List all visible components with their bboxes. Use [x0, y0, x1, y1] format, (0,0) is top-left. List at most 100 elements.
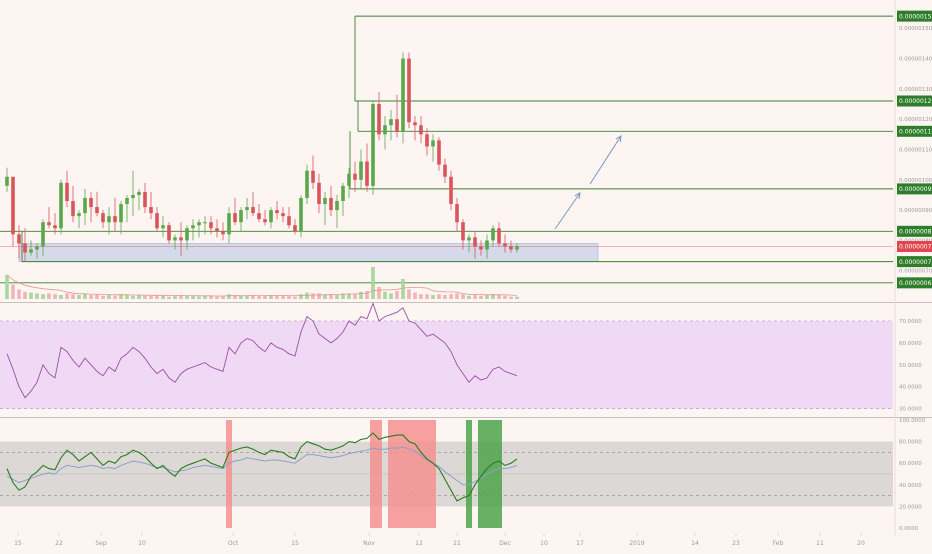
volume-bar [233, 295, 237, 299]
volume-bar [497, 295, 501, 299]
rsi-tick-label: 70.0000 [899, 319, 922, 325]
candle-body [71, 201, 75, 217]
candle-body [155, 213, 159, 229]
rsi-tick-label: 50.0000 [899, 363, 922, 369]
candle-body [149, 207, 153, 214]
volume-bar [65, 293, 69, 299]
volume-bar [359, 291, 363, 299]
volume-bar [371, 267, 375, 299]
volume-bar [461, 294, 465, 299]
osc-tick-label: 80.0000 [899, 440, 922, 446]
candle-body [221, 231, 225, 235]
candle-body [431, 140, 435, 147]
candle-body [491, 228, 495, 241]
volume-bar [347, 293, 351, 299]
volume-bar [287, 295, 291, 299]
volume-bar [251, 295, 255, 299]
candle-body [389, 119, 393, 126]
projection-arrow [554, 192, 581, 230]
candle-body [35, 246, 39, 250]
candle-body [215, 228, 219, 232]
time-tick-label: Feb [773, 540, 784, 547]
candle-body [323, 197, 327, 205]
candle-body [107, 216, 111, 223]
volume-bar [383, 291, 387, 299]
volume-bar [365, 291, 369, 299]
price-tag-label: 0.00000073 [899, 259, 932, 266]
volume-bar [341, 293, 345, 299]
candle-body [341, 185, 345, 202]
volume-bar [59, 295, 63, 299]
osc-tick-label: 0.0000 [899, 526, 919, 532]
time-tick-label: 22 [55, 540, 63, 547]
candle-body [263, 219, 267, 223]
candle-body [29, 249, 33, 253]
volume-bar [5, 275, 9, 299]
time-tick-label: Oct [228, 540, 239, 547]
rsi-band [0, 320, 893, 409]
volume-bar [431, 295, 435, 299]
volume-bar [41, 294, 45, 299]
candle-body [359, 161, 363, 180]
rsi-tick-label: 30.0000 [899, 407, 922, 413]
candle-body [275, 210, 279, 214]
candle-body [245, 207, 249, 211]
osc-tick-label: 60.0000 [899, 461, 922, 467]
candle-body [371, 104, 375, 186]
time-tick-label: 15 [14, 540, 22, 547]
candle-body [161, 225, 165, 229]
volume-bar [377, 287, 381, 299]
volume-bar [35, 293, 39, 299]
candle-body [497, 228, 501, 244]
candle-body [503, 243, 507, 247]
volume-bar [239, 295, 243, 299]
volume-bar [311, 293, 315, 299]
volume-bar [335, 295, 339, 299]
candle-body [95, 207, 99, 214]
candle-body [437, 140, 441, 165]
osc-tick-label: 40.0000 [899, 483, 922, 489]
candle-body [413, 122, 417, 126]
volume-bar [479, 295, 483, 299]
candle-body [461, 222, 465, 241]
candle-body [443, 164, 447, 177]
candle-body [515, 246, 519, 250]
price-tick-label: 0.00000130 [899, 87, 932, 93]
volume-bar [179, 295, 183, 299]
volume-bar [449, 294, 453, 299]
volume-bar [515, 296, 519, 299]
time-tick-label: 20 [857, 540, 865, 547]
volume-bar [113, 295, 117, 299]
candle-body [179, 237, 183, 241]
volume-bar [71, 294, 75, 299]
candle-body [23, 243, 27, 253]
candle-body [47, 222, 51, 226]
price-tick-label: 0.00000070 [899, 269, 932, 275]
projection-arrowhead [615, 135, 622, 143]
volume-bar [419, 294, 423, 299]
volume-bar [89, 295, 93, 299]
candle-body [227, 213, 231, 235]
candle-body [473, 237, 477, 247]
volume-bar [161, 295, 165, 299]
price-tick-label: 0.00000140 [899, 57, 932, 63]
volume-bar [317, 293, 321, 299]
candle-body [395, 119, 399, 132]
volume-bar [275, 295, 279, 299]
volume-bar [305, 292, 309, 299]
time-tick-label: 10 [138, 540, 146, 547]
candle-body [407, 58, 411, 123]
volume-bar [29, 292, 33, 299]
volume-bar [125, 295, 129, 299]
volume-bar [263, 295, 267, 299]
candle-body [419, 125, 423, 135]
volume-bar [425, 294, 429, 299]
candle-body [353, 173, 357, 180]
rsi-line [6, 302, 518, 399]
volume-bar [95, 295, 99, 299]
volume-bar [209, 295, 213, 299]
volume-bar [281, 295, 285, 299]
price-tag-label: 0.00000126 [899, 98, 932, 105]
candle-body [185, 228, 189, 241]
price-tag-label: 0.00000154 [899, 13, 932, 20]
